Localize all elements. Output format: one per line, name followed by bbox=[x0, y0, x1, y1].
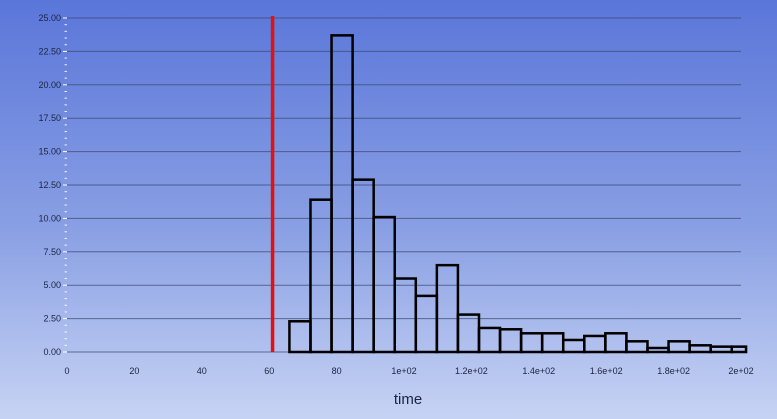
x-tick-label: 60 bbox=[264, 366, 274, 376]
histogram-bar bbox=[561, 338, 586, 354]
histogram-bar bbox=[519, 332, 544, 354]
x-tick-label: 40 bbox=[197, 366, 207, 376]
y-tick-label: 12.50 bbox=[38, 180, 61, 190]
histogram-bar bbox=[646, 346, 670, 354]
y-tick-label: 7.50 bbox=[43, 247, 61, 257]
histogram-bar bbox=[372, 215, 396, 354]
x-tick-label: 1.2e+02 bbox=[455, 366, 488, 376]
histogram-bar bbox=[435, 263, 460, 354]
histogram-bar bbox=[604, 332, 628, 354]
histogram-bar bbox=[414, 294, 439, 354]
histogram-bar bbox=[730, 345, 748, 354]
x-tick-label: 1.4e+02 bbox=[522, 366, 555, 376]
histogram-bar bbox=[351, 178, 375, 354]
histogram-bar bbox=[667, 340, 691, 354]
grid-lines bbox=[67, 17, 741, 353]
x-tick-label: 0 bbox=[64, 366, 69, 376]
histogram-bar bbox=[583, 334, 607, 354]
histogram-bar bbox=[498, 328, 523, 354]
y-tick-label: 17.50 bbox=[38, 113, 61, 123]
y-axis-ticks bbox=[63, 17, 67, 353]
y-tick-label: 2.50 bbox=[43, 314, 61, 324]
y-tick-label: 0.00 bbox=[43, 347, 61, 357]
histogram-bars bbox=[288, 34, 748, 354]
y-tick-label: 22.50 bbox=[38, 46, 61, 56]
histogram-bar bbox=[477, 326, 502, 354]
y-tick-label: 15.00 bbox=[38, 147, 61, 157]
histogram-bar bbox=[456, 313, 481, 354]
x-tick-label: 80 bbox=[332, 366, 342, 376]
x-tick-label: 20 bbox=[129, 366, 139, 376]
histogram-bar bbox=[288, 320, 312, 354]
y-tick-label: 20.00 bbox=[38, 80, 61, 90]
histogram-bar bbox=[309, 198, 333, 354]
histogram-bar bbox=[330, 34, 354, 354]
histogram-bar bbox=[393, 277, 418, 354]
histogram-bar bbox=[540, 332, 565, 354]
y-axis-tick-labels: 0.00 2.50 5.00 7.50 10.00 12.50 15.00 17.50 20.0… bbox=[38, 13, 61, 357]
y-tick-label: 25.00 bbox=[38, 13, 61, 23]
histogram-bar bbox=[625, 340, 649, 354]
y-tick-label: 10.00 bbox=[38, 213, 61, 223]
x-tick-label: 2e+02 bbox=[728, 366, 753, 376]
x-axis-label: time bbox=[394, 391, 422, 408]
histogram-bar bbox=[709, 345, 733, 354]
x-tick-label: 1e+02 bbox=[391, 366, 416, 376]
y-tick-label: 5.00 bbox=[43, 280, 61, 290]
x-axis-tick-labels: 0 20 40 60 80 1e+02 1.2e+02 1.4e+02 1.6e+02 1.8e+… bbox=[64, 366, 753, 376]
x-tick-label: 1.8e+02 bbox=[657, 366, 690, 376]
histogram-bar bbox=[688, 344, 712, 354]
x-tick-label: 1.6e+02 bbox=[590, 366, 623, 376]
